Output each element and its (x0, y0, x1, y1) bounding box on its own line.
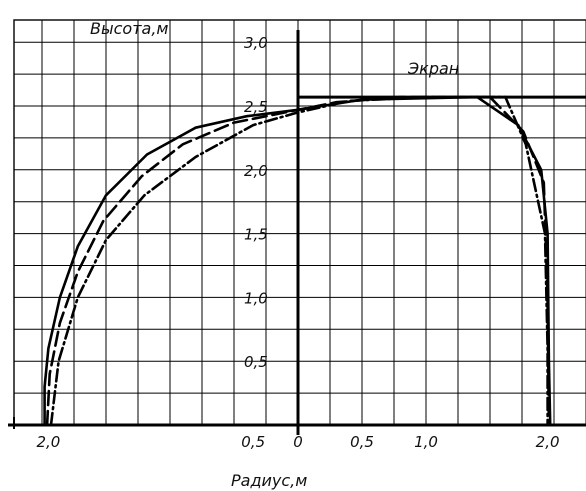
y-tick-label: 2,5 (244, 98, 268, 116)
y-tick-label: 1,5 (244, 226, 268, 244)
curve-dashed (45, 95, 551, 427)
x-axis-label: Радиус,м (231, 471, 307, 490)
y-axis-label: Высота,м (90, 19, 168, 38)
x-tick-label: 0,5 (350, 433, 374, 451)
tick-labels: 0,5 1,0 1,5 2,0 2,5 3,0 2,0 0,5 0 0,5 1,0 2,0 (36, 34, 559, 451)
y-tick-label: 2,0 (244, 162, 268, 180)
curve-dash-dot (49, 95, 549, 427)
x-tick-label: 0 (293, 433, 303, 451)
screen-label: Экран (407, 59, 459, 78)
y-tick-label: 0,5 (244, 353, 268, 371)
y-tick-label: 3,0 (244, 34, 268, 52)
y-tick-label: 1,0 (244, 289, 268, 307)
x-tick-label: 1,0 (414, 433, 438, 451)
x-tick-label: 2,0 (536, 433, 560, 451)
x-tick-label: 2,0 (36, 433, 60, 451)
curves (43, 95, 552, 427)
x-tick-label: 0,5 (241, 433, 265, 451)
